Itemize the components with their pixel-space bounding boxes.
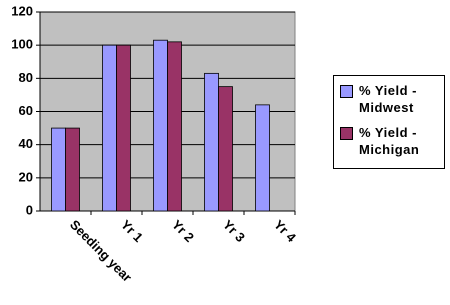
y-tick-label: 40 [19, 136, 33, 151]
bar [65, 127, 80, 212]
bar [167, 41, 182, 212]
y-tick-label: 100 [11, 37, 33, 52]
y-tick-label: 120 [11, 3, 33, 18]
bar [116, 44, 131, 212]
legend-swatch [340, 127, 353, 140]
bar [218, 86, 233, 212]
bar [102, 44, 117, 212]
legend-swatch [340, 85, 353, 98]
y-tick-label: 80 [19, 70, 33, 85]
legend-label: % Yield - Michigan [359, 125, 420, 157]
legend: % Yield - Midwest % Yield - Michigan [333, 75, 445, 169]
bar [51, 127, 66, 212]
bar [204, 72, 219, 212]
legend-item: % Yield - Midwest [338, 82, 440, 116]
x-tick-label: Yr 2 [169, 217, 197, 245]
bar [255, 104, 270, 212]
x-tick-label: Yr 3 [220, 217, 248, 245]
x-tick-label: Yr 4 [271, 217, 300, 246]
bar [153, 39, 168, 212]
x-tick-label: Yr 1 [118, 217, 146, 245]
y-tick-label: 60 [19, 103, 33, 118]
legend-item: % Yield - Michigan [338, 124, 440, 158]
legend-label: % Yield - Midwest [359, 83, 417, 115]
y-tick-label: 0 [26, 202, 33, 217]
y-tick-label: 20 [19, 169, 33, 184]
